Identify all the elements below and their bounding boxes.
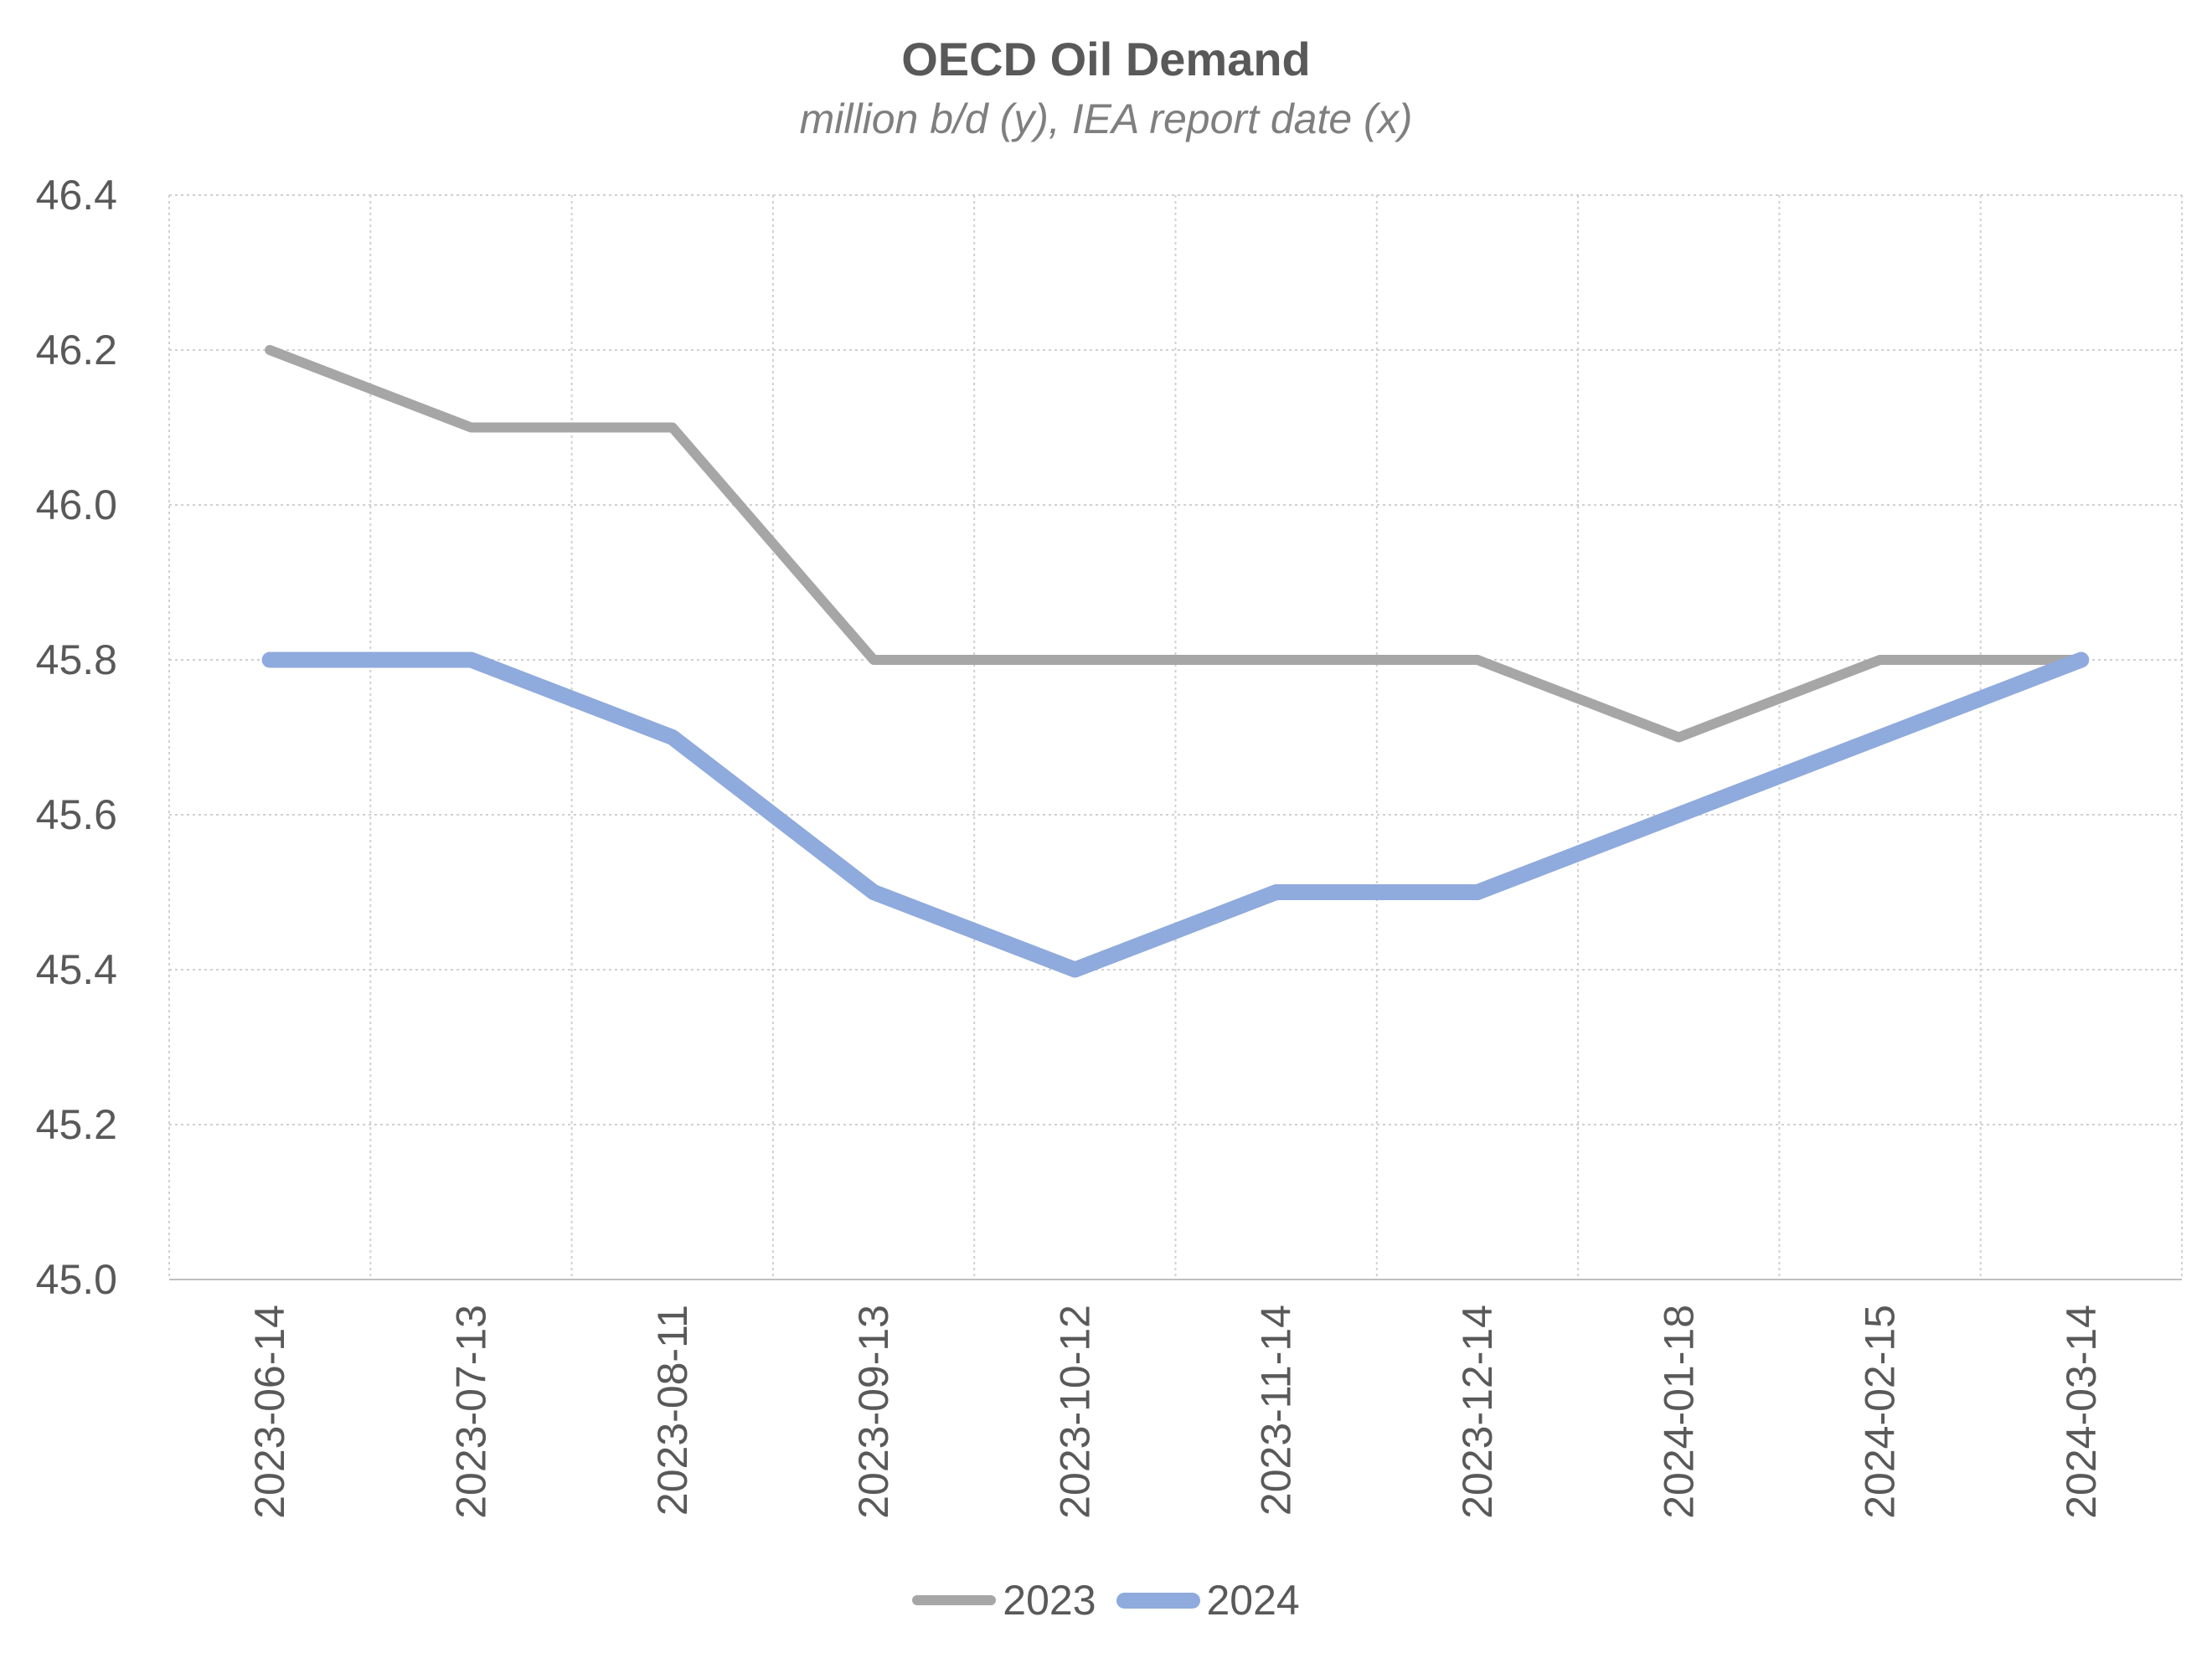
x-tick-label: 2023-08-11 — [649, 1305, 696, 1516]
legend-label-2024: 2024 — [1206, 1577, 1300, 1624]
x-tick-label: 2023-11-14 — [1253, 1305, 1300, 1516]
series-line-2023 — [265, 345, 2086, 743]
x-tick-label: 2023-09-13 — [850, 1305, 897, 1519]
x-tick-label: 2023-07-13 — [447, 1305, 494, 1519]
legend: 2023 2024 — [0, 1576, 2212, 1625]
x-tick-label: 2024-01-18 — [1655, 1305, 1702, 1519]
x-tick-label: 2023-10-12 — [1051, 1305, 1098, 1519]
y-tick-label: 45.4 — [36, 946, 117, 993]
y-tick-label: 46.2 — [36, 327, 117, 373]
y-tick-label: 45.6 — [36, 791, 117, 838]
x-tick-label: 2023-06-14 — [246, 1305, 293, 1519]
series-line-2024 — [261, 651, 2090, 978]
legend-item-2023: 2023 — [912, 1576, 1096, 1625]
y-tick-label: 45.8 — [36, 636, 117, 683]
series-lines — [261, 345, 2090, 978]
legend-swatch-2024 — [1116, 1592, 1200, 1609]
chart-subtitle: million b/d (y), IEA report date (x) — [799, 95, 1413, 142]
x-tick-label: 2023-12-14 — [1454, 1305, 1501, 1519]
y-tick-label: 45.0 — [36, 1256, 117, 1303]
legend-item-2024: 2024 — [1116, 1576, 1300, 1625]
y-tick-labels: 45.0 45.2 45.4 45.6 45.8 46.0 46.2 46.4 — [36, 172, 117, 1303]
y-tick-label: 46.0 — [36, 481, 117, 528]
x-tick-label: 2024-02-15 — [1857, 1305, 1904, 1519]
x-tick-label: 2024-03-14 — [2058, 1305, 2105, 1519]
legend-label-2023: 2023 — [1003, 1577, 1096, 1624]
grid — [168, 194, 2183, 1280]
x-tick-labels: 2023-06-14 2023-07-13 2023-08-11 2023-09-13… — [246, 1305, 2105, 1519]
y-tick-label: 46.4 — [36, 172, 117, 219]
y-tick-label: 45.2 — [36, 1101, 117, 1148]
legend-swatch-2023 — [912, 1595, 997, 1605]
chart-title: OECD Oil Demand — [901, 33, 1311, 85]
